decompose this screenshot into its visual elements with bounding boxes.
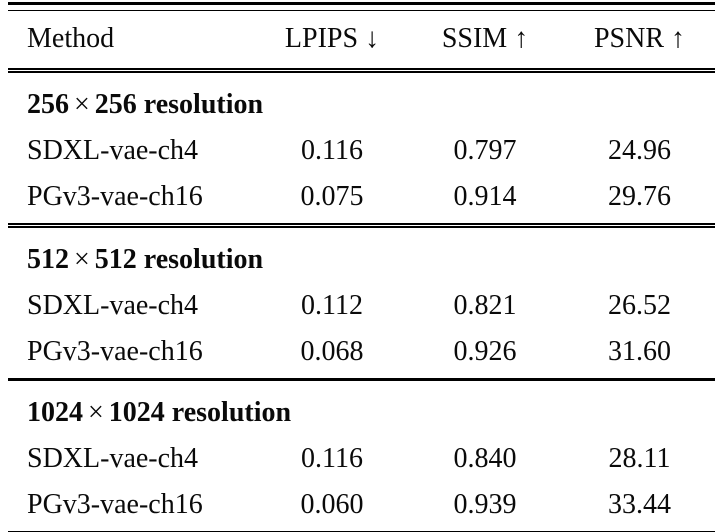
section-title-dim1: 256 <box>27 88 69 120</box>
times-symbol: × <box>74 88 90 120</box>
section-title-dim2: 512 resolution <box>94 243 264 275</box>
section-title-256: 256 × 256 resolution <box>8 70 715 128</box>
section-title-512: 512 × 512 resolution <box>8 225 715 283</box>
method-cell: SDXL-vae-ch4 <box>27 289 199 321</box>
psnr-value: 29.76 <box>608 180 671 212</box>
ssim-value: 0.840 <box>453 442 517 474</box>
psnr-value: 26.52 <box>608 289 671 321</box>
col-header-method-label: Method <box>27 23 115 54</box>
section-256: 256 × 256 resolution SDXL-vae-ch4 0.116 0.… <box>8 70 715 225</box>
section-header-512: 512 × 512 resolution <box>8 225 715 283</box>
method-cell: PGv3-vae-ch16 <box>27 488 203 520</box>
times-symbol: × <box>88 396 104 428</box>
times-symbol: × <box>74 243 90 275</box>
col-header-ssim-label: SSIM <box>441 23 508 54</box>
ssim-value: 0.926 <box>453 335 517 367</box>
table-row: SDXL-vae-ch4 0.116 0.840 28.11 <box>8 436 715 482</box>
up-arrow-icon: ↑ <box>671 23 686 54</box>
section-512: 512 × 512 resolution SDXL-vae-ch4 0.112 0.… <box>8 225 715 379</box>
lpips-value: 0.112 <box>301 289 363 321</box>
section-title-dim2: 256 resolution <box>94 88 264 120</box>
up-arrow-icon: ↑ <box>514 23 529 54</box>
method-cell: SDXL-vae-ch4 <box>27 134 199 166</box>
vae-metrics-table-container: Method LPIPS ↓ SSIM ↑ PSNR ↑ 256 × 256 resolu… <box>8 2 715 532</box>
lpips-value: 0.075 <box>300 180 364 212</box>
vae-metrics-table: Method LPIPS ↓ SSIM ↑ PSNR ↑ 256 × 256 resolu… <box>8 11 715 531</box>
col-header-psnr: PSNR ↑ <box>564 11 715 71</box>
table-row: SDXL-vae-ch4 0.112 0.821 26.52 <box>8 283 715 329</box>
table-row: SDXL-vae-ch4 0.116 0.797 24.96 <box>8 128 715 174</box>
table-row: PGv3-vae-ch16 0.068 0.926 31.60 <box>8 329 715 380</box>
table-bottom-rule <box>8 530 715 532</box>
section-title-dim1: 1024 <box>27 396 83 428</box>
table-header: Method LPIPS ↓ SSIM ↑ PSNR ↑ <box>8 11 715 71</box>
lpips-value: 0.060 <box>300 488 364 520</box>
col-header-lpips: LPIPS ↓ <box>258 11 406 71</box>
method-cell: PGv3-vae-ch16 <box>27 335 203 367</box>
col-header-psnr-label: PSNR <box>593 23 665 54</box>
table-row: PGv3-vae-ch16 0.060 0.939 33.44 <box>8 482 715 531</box>
psnr-value: 31.60 <box>608 335 671 367</box>
psnr-value: 33.44 <box>608 488 671 520</box>
ssim-value: 0.797 <box>453 134 517 166</box>
ssim-value: 0.821 <box>453 289 517 321</box>
psnr-value: 28.11 <box>608 442 671 474</box>
section-title-dim2: 1024 resolution <box>108 396 292 428</box>
ssim-value: 0.939 <box>453 488 517 520</box>
section-1024: 1024 × 1024 resolution SDXL-vae-ch4 0.116 … <box>8 379 715 531</box>
psnr-value: 24.96 <box>608 134 671 166</box>
col-header-method: Method <box>8 11 258 71</box>
lpips-value: 0.116 <box>301 134 363 166</box>
section-header-256: 256 × 256 resolution <box>8 70 715 128</box>
table-top-rule <box>8 2 715 11</box>
lpips-value: 0.116 <box>301 442 363 474</box>
section-title-1024: 1024 × 1024 resolution <box>8 379 715 436</box>
ssim-value: 0.914 <box>453 180 517 212</box>
method-cell: PGv3-vae-ch16 <box>27 180 203 212</box>
section-header-1024: 1024 × 1024 resolution <box>8 379 715 436</box>
down-arrow-icon: ↓ <box>365 23 380 54</box>
table-row: PGv3-vae-ch16 0.075 0.914 29.76 <box>8 174 715 226</box>
section-title-dim1: 512 <box>27 243 69 275</box>
method-cell: SDXL-vae-ch4 <box>27 442 199 474</box>
header-row: Method LPIPS ↓ SSIM ↑ PSNR ↑ <box>8 11 715 71</box>
lpips-value: 0.068 <box>300 335 364 367</box>
col-header-ssim: SSIM ↑ <box>406 11 564 71</box>
col-header-lpips-label: LPIPS <box>284 23 359 54</box>
